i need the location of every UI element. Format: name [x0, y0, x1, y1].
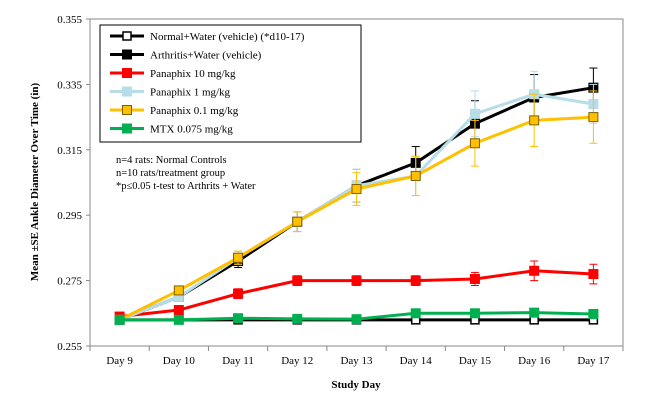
annotation-text: *p≤0.05 t-test to Arthrits + Water — [116, 181, 256, 192]
x-axis-title: Study Day — [331, 379, 381, 391]
legend-swatch-marker — [122, 31, 132, 41]
y-tick-label: 0.335 — [57, 79, 82, 91]
data-point — [469, 138, 480, 149]
x-tick-label: Day 14 — [400, 355, 433, 367]
data-point — [292, 275, 303, 286]
legend-label: Panaphix 10 mg/kg — [150, 68, 236, 80]
legend-box — [99, 24, 362, 143]
y-axis: 0.255 0.275 0.295 0.315 0.335 0.355 — [57, 14, 90, 353]
legend-item: MTX 0.075 mg/kg — [110, 123, 233, 136]
data-point — [173, 314, 184, 325]
data-point — [292, 216, 303, 227]
legend-item: Arthritis+Water (vehicle) — [110, 49, 262, 62]
series-5 — [114, 90, 599, 325]
x-axis: Day 9 Day 10 Day 11 Day 12 Day 13 Day 14 Day 1… — [89, 346, 624, 367]
data-point — [410, 308, 421, 319]
data-point — [588, 308, 599, 319]
annotations: n=4 rats: Normal Controls n=10 rats/treat… — [116, 155, 256, 192]
series-6 — [114, 307, 599, 325]
legend: Normal+Water (vehicle) (*d10-17) Arthriti… — [99, 24, 362, 143]
data-point — [292, 313, 303, 324]
data-point — [351, 275, 362, 286]
legend-swatch-marker — [122, 68, 132, 78]
legend-label: Normal+Water (vehicle) (*d10-17) — [150, 31, 305, 43]
data-point — [469, 308, 480, 319]
data-point — [529, 115, 540, 126]
x-tick-label: Day 12 — [281, 355, 313, 367]
legend-item: Panaphix 1 mg/kg — [110, 86, 231, 99]
x-tick-label: Day 17 — [577, 355, 610, 367]
data-point — [469, 273, 480, 284]
x-tick-label: Day 9 — [106, 355, 133, 367]
y-tick-label: 0.295 — [57, 210, 82, 222]
legend-label: Panaphix 1 mg/kg — [150, 87, 231, 99]
legend-label: MTX 0.075 mg/kg — [150, 124, 233, 136]
data-point — [410, 275, 421, 286]
legend-item: Panaphix 0.1 mg/kg — [110, 105, 239, 117]
data-point — [233, 288, 244, 299]
legend-label: Panaphix 0.1 mg/kg — [150, 105, 239, 117]
data-point — [588, 112, 599, 123]
legend-swatch-marker — [122, 105, 132, 115]
data-point — [529, 265, 540, 276]
data-point — [410, 170, 421, 181]
data-point — [351, 314, 362, 325]
y-tick-label: 0.355 — [57, 14, 82, 26]
y-axis-title: Mean ±SE Ankle Diameter Over Time (in) — [29, 83, 41, 282]
data-point — [469, 108, 480, 119]
data-point — [529, 307, 540, 318]
x-tick-label: Day 13 — [340, 355, 373, 367]
y-tick-label: 0.275 — [57, 276, 82, 288]
x-tick-label: Day 10 — [163, 355, 196, 367]
data-point — [114, 314, 125, 325]
x-tick-label: Day 15 — [459, 355, 492, 367]
data-point — [233, 252, 244, 263]
data-point — [233, 313, 244, 324]
data-point — [173, 285, 184, 296]
x-tick-label: Day 16 — [518, 355, 551, 367]
legend-swatch-marker — [122, 123, 132, 134]
legend-label: Arthritis+Water (vehicle) — [150, 50, 262, 62]
legend-item: Panaphix 10 mg/kg — [110, 68, 236, 80]
y-tick-label: 0.315 — [57, 145, 82, 157]
y-tick-label: 0.255 — [57, 341, 82, 353]
series-3 — [114, 260, 599, 322]
annotation-text: n=10 rats/treatment group — [116, 168, 225, 179]
data-point — [588, 269, 599, 280]
x-tick-label: Day 11 — [222, 355, 254, 367]
data-point — [351, 184, 362, 195]
legend-item: Normal+Water (vehicle) (*d10-17) — [110, 31, 305, 43]
data-point — [173, 305, 184, 316]
legend-swatch-marker — [122, 86, 132, 97]
annotation-text: n=4 rats: Normal Controls — [116, 155, 227, 166]
plot-frame — [89, 18, 624, 347]
legend-swatch-marker — [122, 49, 132, 60]
series-layer — [114, 67, 599, 325]
